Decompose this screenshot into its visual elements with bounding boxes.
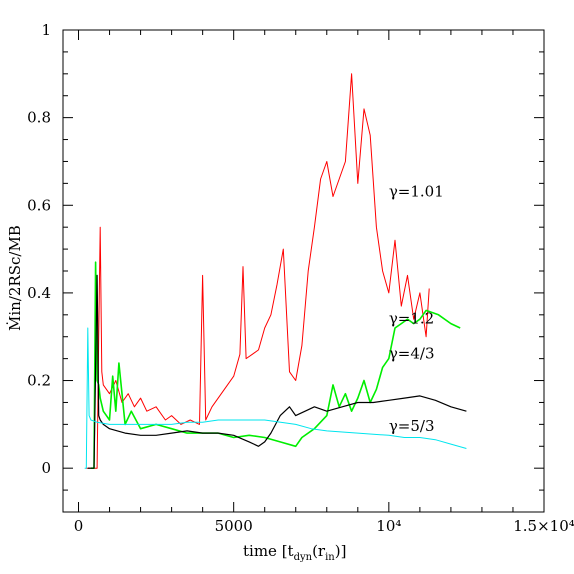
series-line-1 <box>86 73 430 469</box>
series-label-4: γ=5/3 <box>389 417 435 435</box>
series-labels: γ=1.01 γ=1.2 γ=4/3 γ=5/3 <box>389 183 444 435</box>
series-label-3: γ=4/3 <box>389 345 435 363</box>
x-tick-label: 5000 <box>215 517 253 535</box>
x-axis-label: time [tdyn(rin)] <box>243 542 346 563</box>
plot-frame <box>62 29 545 513</box>
axis-ticks: 0 5000 10⁴ 1.5×10⁴ 0 0.2 0.4 0.6 0.8 1 <box>27 21 574 535</box>
series-line-4 <box>84 327 467 469</box>
y-tick-label: 0.2 <box>27 372 51 390</box>
y-tick-label: 1 <box>41 21 51 39</box>
x-tick-label: 1.5×10⁴ <box>513 517 574 535</box>
y-tick-label: 0.4 <box>27 284 51 302</box>
y-tick-label: 0.6 <box>27 196 51 214</box>
series-line-2 <box>90 261 461 470</box>
y-axis-label: Ṁin/2RSc/MB <box>6 225 24 331</box>
x-tick-label: 10⁴ <box>376 517 401 535</box>
y-tick-label: 0.8 <box>27 109 51 127</box>
series-label-2: γ=1.2 <box>389 310 434 328</box>
y-tick-label: 0 <box>41 459 51 477</box>
series-lines <box>84 73 467 470</box>
x-tick-label: 0 <box>74 517 84 535</box>
series-line-3 <box>87 274 467 469</box>
series-label-1: γ=1.01 <box>389 183 444 201</box>
